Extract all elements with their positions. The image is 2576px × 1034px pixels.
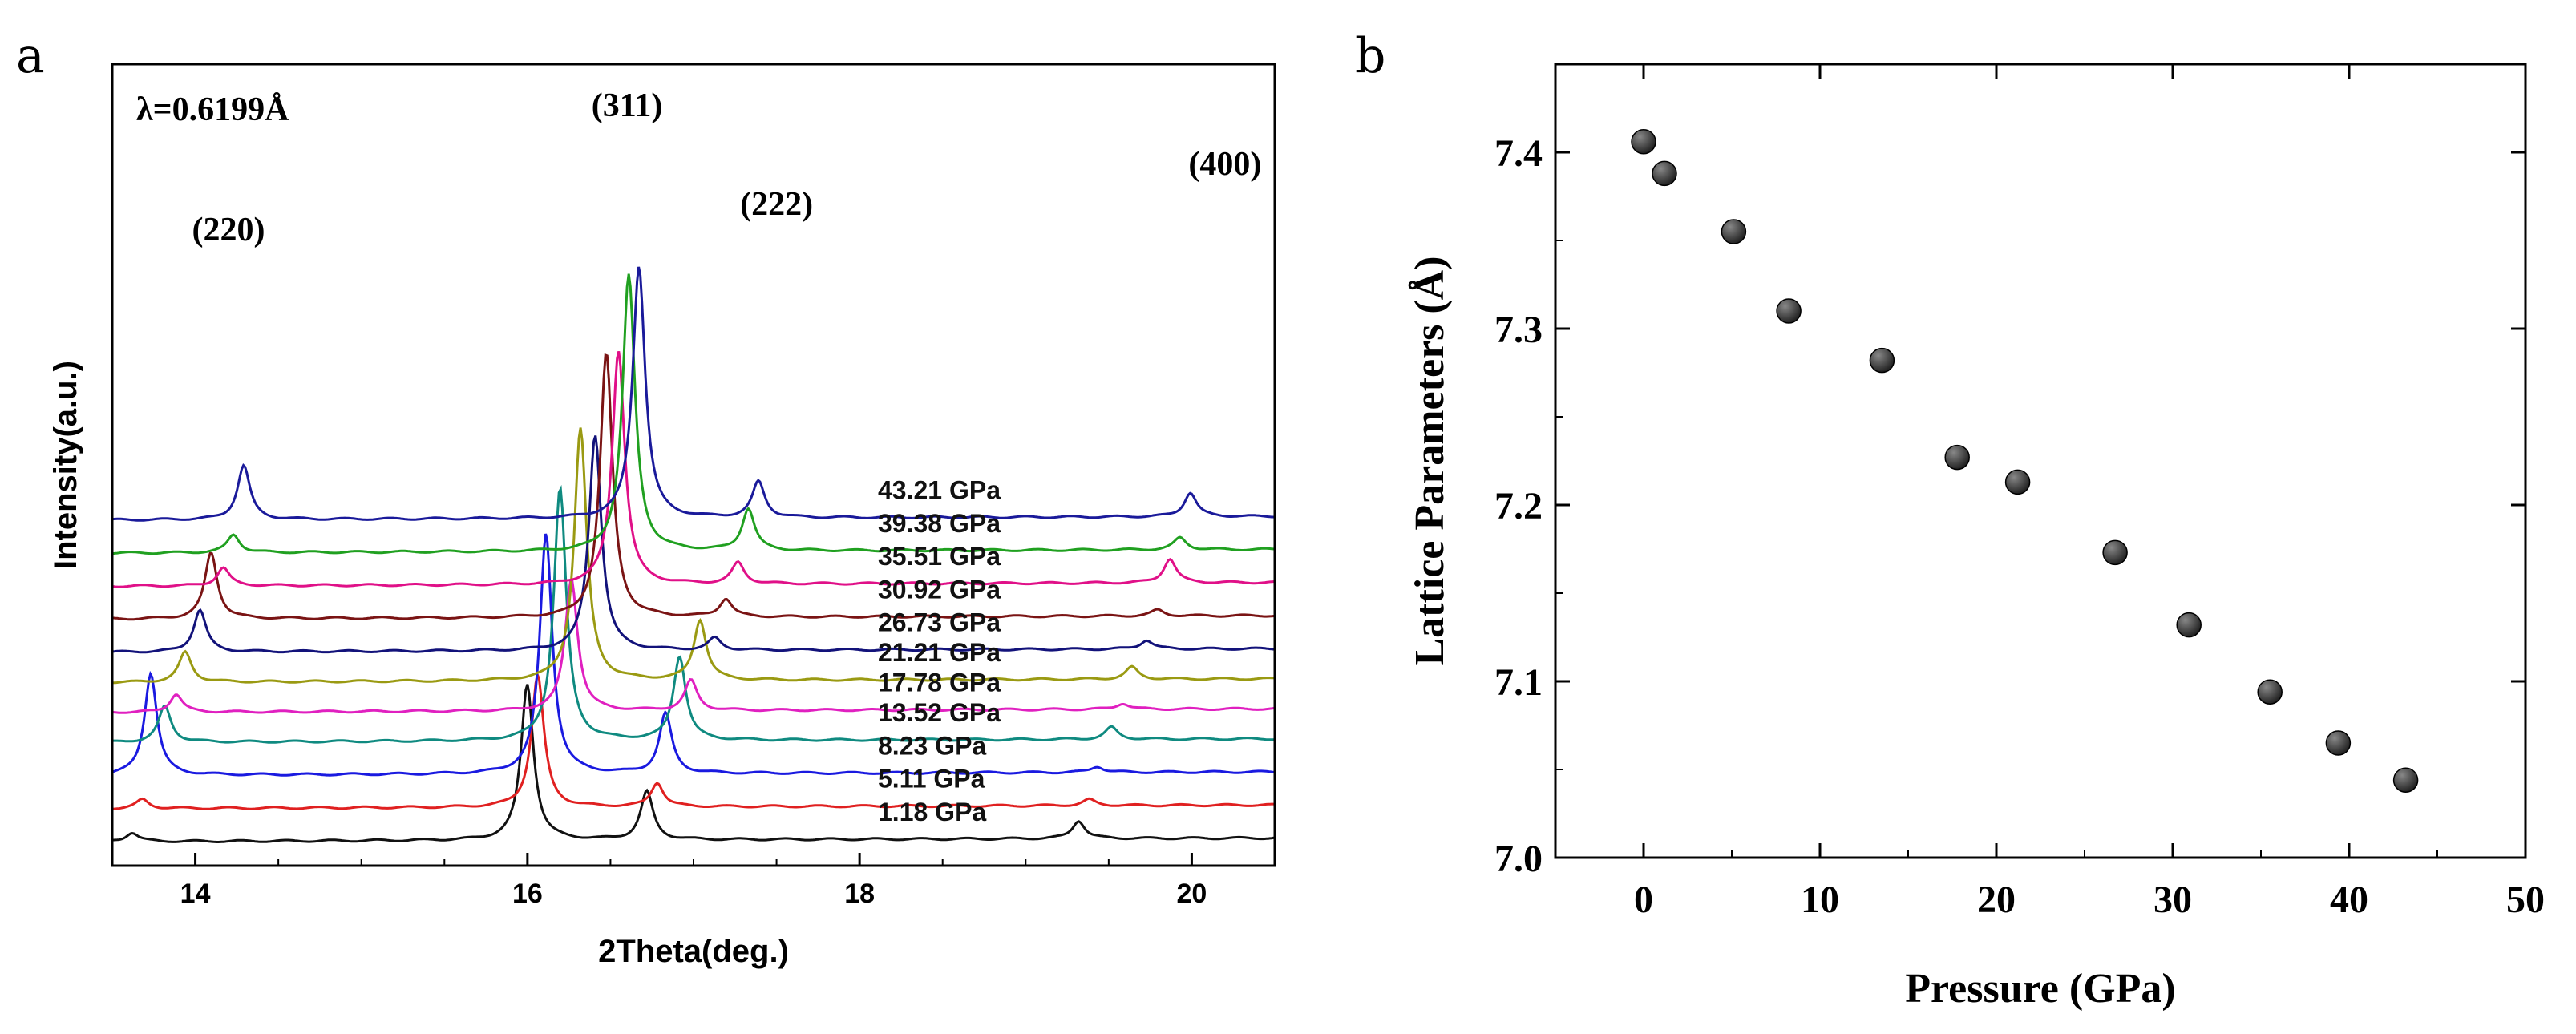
hkl-labels: (220) (311) (222) (400) xyxy=(192,87,1262,248)
pressure-label: 43.21 GPa xyxy=(878,476,1001,505)
pressure-label: 21.21 GPa xyxy=(878,638,1001,667)
x-axis-a: 14 16 18 20 xyxy=(111,853,1276,909)
y-tick-label-b: 7.2 xyxy=(1494,485,1543,527)
x-tick-label-a: 14 xyxy=(180,878,211,909)
x-tick-label-a: 16 xyxy=(512,878,543,909)
trace-511 xyxy=(112,670,1276,810)
data-point xyxy=(2392,767,2419,793)
y-tick-label-b: 7.1 xyxy=(1494,661,1543,704)
data-point xyxy=(2325,730,2352,756)
pressure-label: 5.11 GPa xyxy=(878,765,985,794)
trace-3551 xyxy=(111,350,1276,588)
x-tick-label-b: 0 xyxy=(1634,878,1653,921)
data-point xyxy=(2102,539,2128,566)
hkl-label: (222) xyxy=(740,186,813,223)
data-point xyxy=(1869,347,1895,374)
panel-letter-a: a xyxy=(16,28,45,84)
x-tick-label-b: 50 xyxy=(2506,878,2545,921)
trace-3938 xyxy=(111,273,1276,555)
data-point xyxy=(1652,160,1677,187)
data-point xyxy=(1721,219,1747,244)
data-point xyxy=(2004,469,2031,495)
trace-4321 xyxy=(111,266,1276,522)
plot-frame-b xyxy=(1554,63,2527,859)
trace-2673 xyxy=(111,435,1276,654)
trace-118 xyxy=(112,684,1276,843)
pressure-label: 1.18 GPa xyxy=(878,798,986,826)
trace-1778 xyxy=(111,578,1276,714)
hkl-label: (311) xyxy=(592,87,663,124)
pressure-label: 26.73 GPa xyxy=(878,608,1001,637)
axes-b: 0 10 20 30 40 50 7.0 7.1 7.2 7.3 7.4 xyxy=(1494,63,2545,921)
xrd-traces xyxy=(111,266,1276,843)
trace-1352 xyxy=(112,484,1276,744)
trace-823 xyxy=(111,533,1276,777)
pressure-label: 39.38 GPa xyxy=(878,509,1001,538)
y-axis-title-a: Intensity(a.u.) xyxy=(48,361,83,569)
data-point xyxy=(2257,679,2283,705)
pressure-label: 8.23 GPa xyxy=(878,731,986,760)
data-point xyxy=(1776,298,1802,324)
y-axis-title-b: Lattice Parameters (Å) xyxy=(1407,256,1453,665)
pressure-label: 17.78 GPa xyxy=(878,668,1001,697)
data-points xyxy=(1631,129,2419,793)
trace-2121 xyxy=(111,427,1276,685)
y-tick-label-b: 7.4 xyxy=(1494,132,1543,175)
x-axis-title-b: Pressure (GPa) xyxy=(1905,966,2175,1012)
panel-letter-b: b xyxy=(1355,28,1385,84)
hkl-label: (400) xyxy=(1188,146,1261,183)
x-tick-label-b: 30 xyxy=(2153,878,2192,921)
hkl-label: (220) xyxy=(192,212,265,248)
pressure-label: 13.52 GPa xyxy=(878,698,1001,727)
x-tick-label-b: 20 xyxy=(1977,878,2016,921)
trace-3092 xyxy=(111,353,1276,621)
x-tick-label-b: 10 xyxy=(1801,878,1839,921)
x-tick-label-b: 40 xyxy=(2330,878,2368,921)
data-point xyxy=(1944,444,1970,471)
data-point xyxy=(2176,612,2202,638)
y-tick-label-b: 7.3 xyxy=(1494,309,1543,351)
data-point xyxy=(1631,129,1656,155)
wavelength-label: λ=0.6199Å xyxy=(136,91,289,128)
pressure-label: 35.51 GPa xyxy=(878,542,1001,571)
lattice-parameter-chart: 0 10 20 30 40 50 7.0 7.1 7.2 7.3 7.4 Pressure (GPa… xyxy=(1407,63,2545,1012)
plot-frame-a xyxy=(111,63,1276,867)
x-axis-title-a: 2Theta(deg.) xyxy=(598,934,789,969)
x-tick-label-a: 18 xyxy=(844,878,875,909)
y-tick-label-b: 7.0 xyxy=(1494,838,1543,880)
pressure-label: 30.92 GPa xyxy=(878,575,1001,604)
x-tick-label-a: 20 xyxy=(1177,878,1207,909)
